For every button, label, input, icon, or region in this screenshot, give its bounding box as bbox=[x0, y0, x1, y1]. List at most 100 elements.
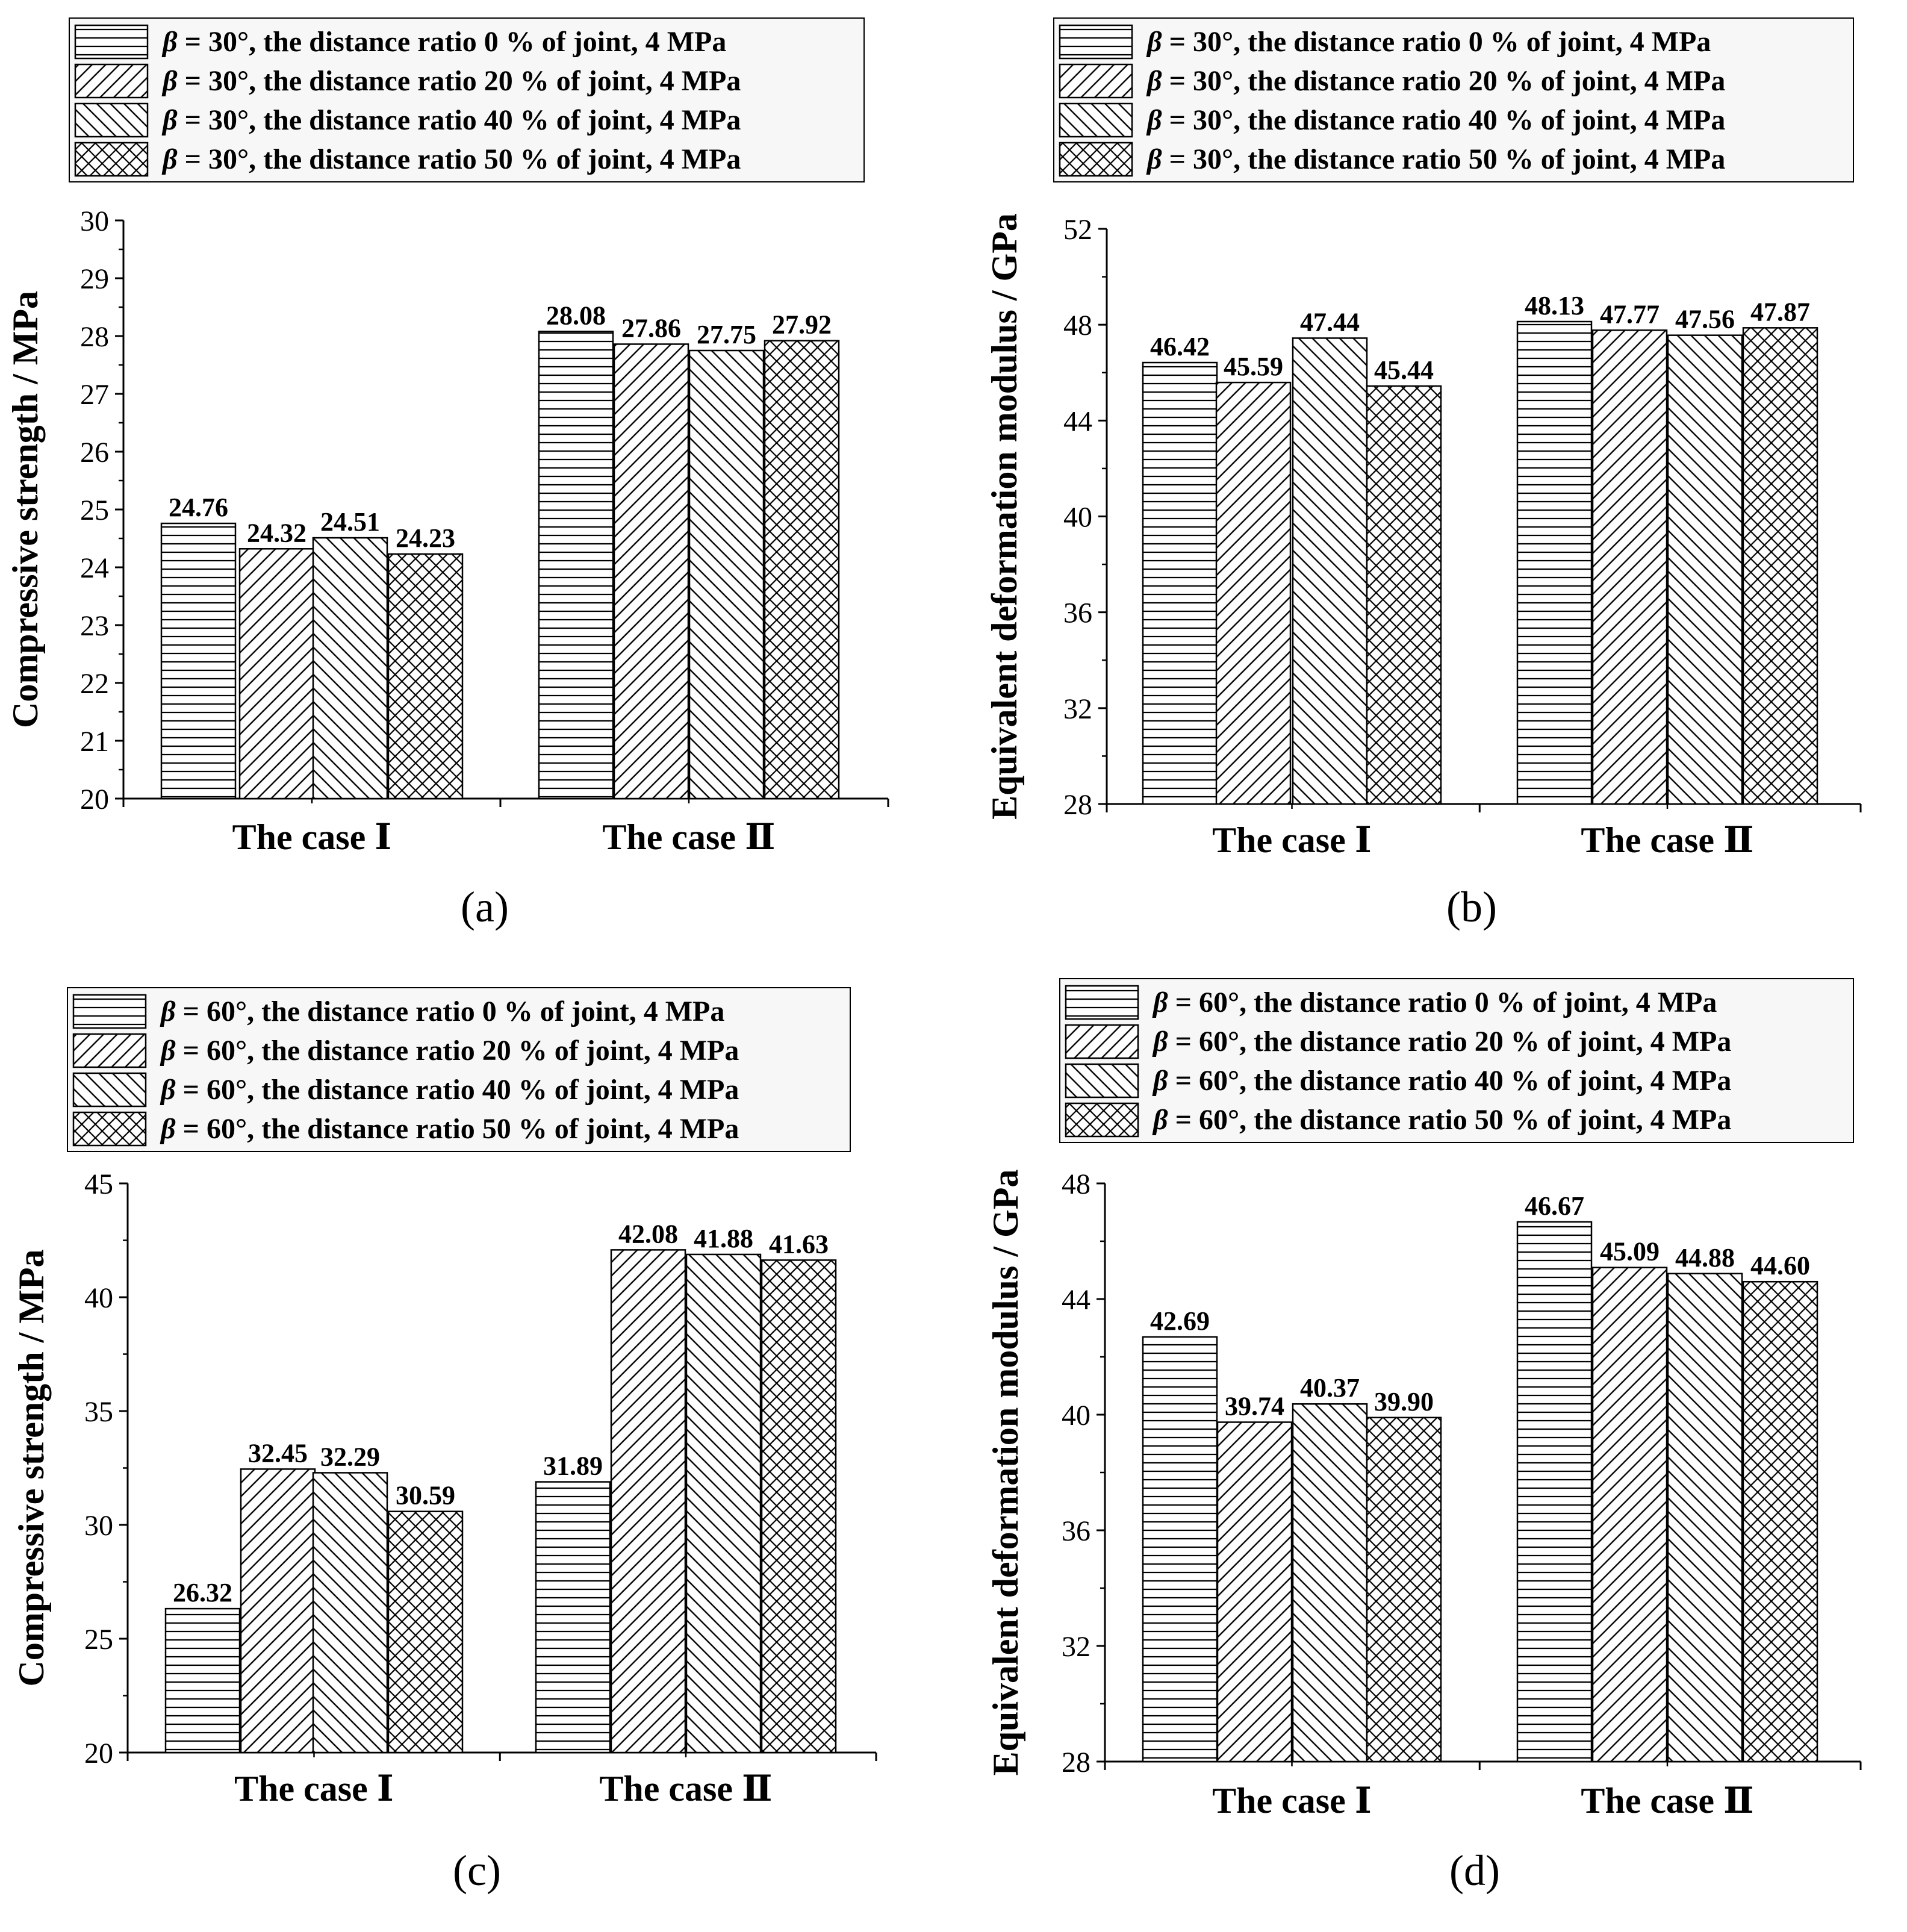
legend-label-1: β = 60°, the distance ratio 0 % of joint… bbox=[1152, 986, 1717, 1018]
bar-series1-cat2 bbox=[535, 1481, 611, 1754]
bar-series2-cat2 bbox=[613, 343, 689, 800]
panel-label: (d) bbox=[1449, 1846, 1500, 1895]
bar-value-label: 44.60 bbox=[1750, 1251, 1810, 1280]
bar-series4-cat2 bbox=[761, 1259, 837, 1754]
y-tick-label: 23 bbox=[80, 610, 109, 642]
bar-value-label: 27.75 bbox=[697, 320, 756, 349]
bar-value-label: 24.32 bbox=[247, 518, 306, 547]
bar-series4-cat1 bbox=[387, 553, 464, 800]
y-tick-label: 32 bbox=[1062, 1631, 1090, 1663]
bar-value-label: 47.77 bbox=[1600, 299, 1660, 329]
legend-swatch-2 bbox=[1059, 63, 1133, 99]
y-tick-label: 40 bbox=[1062, 1400, 1090, 1432]
legend-label-4: β = 60°, the distance ratio 50 % of join… bbox=[1152, 1104, 1731, 1136]
legend-frame bbox=[67, 987, 851, 1152]
axes: 20 25 30 35 40 45 Compressive strength / MPa Th… bbox=[11, 1168, 877, 1809]
y-tick-label: 24 bbox=[80, 552, 109, 584]
bar-series3-cat1 bbox=[312, 1472, 388, 1754]
bar-series3-cat1 bbox=[1292, 337, 1368, 805]
y-tick-label: 30 bbox=[80, 205, 109, 237]
y-tick-label: 44 bbox=[1062, 1284, 1090, 1316]
bars: 42.69 46.67 39.74 45.09 40.37 44.88 39.90 44.60 bbox=[1142, 1191, 1818, 1763]
bar-value-label: 47.56 bbox=[1675, 305, 1735, 334]
bar-series1-cat2 bbox=[1516, 320, 1593, 805]
x-category-label-1: The case Ⅰ bbox=[1212, 1781, 1372, 1821]
bar-series2-cat1 bbox=[1216, 1421, 1293, 1763]
legend-label-3: β = 60°, the distance ratio 40 % of join… bbox=[1152, 1065, 1731, 1097]
legend-swatch-4 bbox=[74, 142, 149, 177]
bar-value-label: 41.63 bbox=[769, 1229, 829, 1259]
y-tick-label: 52 bbox=[1063, 214, 1092, 246]
bar-series4-cat1 bbox=[1366, 385, 1442, 805]
bar-series2-cat2 bbox=[610, 1249, 686, 1754]
legend-label-1: β = 30°, the distance ratio 0 % of joint… bbox=[161, 26, 726, 58]
legend-frame bbox=[1053, 17, 1854, 182]
legend-swatch-3 bbox=[74, 102, 149, 138]
bar-series4-cat1 bbox=[387, 1510, 464, 1754]
panel-a: β = 30°, the distance ratio 0 % of joint… bbox=[5, 17, 889, 931]
bar-series3-cat1 bbox=[1292, 1403, 1368, 1763]
y-tick-label: 36 bbox=[1062, 1515, 1090, 1547]
y-tick-label: 26 bbox=[80, 437, 109, 469]
bar-series1-cat2 bbox=[538, 331, 614, 800]
legend-label-2: β = 30°, the distance ratio 20 % of join… bbox=[161, 65, 741, 97]
bar-value-label: 42.08 bbox=[618, 1219, 678, 1248]
bar-value-label: 24.23 bbox=[396, 523, 455, 553]
legend-label-3: β = 60°, the distance ratio 40 % of join… bbox=[160, 1074, 739, 1106]
y-tick-label: 40 bbox=[84, 1282, 113, 1314]
legend-swatch-3 bbox=[72, 1072, 147, 1108]
x-category-label-2: The case Ⅱ bbox=[602, 817, 775, 857]
bar-value-label: 41.88 bbox=[694, 1224, 753, 1253]
legend-swatch-2 bbox=[74, 63, 149, 99]
x-category-label-2: The case Ⅱ bbox=[1581, 1781, 1753, 1821]
legend: β = 30°, the distance ratio 0 % of joint… bbox=[69, 17, 865, 182]
bar-series2-cat1 bbox=[1215, 381, 1292, 805]
bar-value-label: 39.90 bbox=[1374, 1387, 1434, 1416]
x-category-label-2: The case Ⅱ bbox=[599, 1769, 772, 1809]
bar-value-label: 47.44 bbox=[1300, 307, 1360, 337]
bar-series4-cat1 bbox=[1366, 1416, 1442, 1763]
bar-series3-cat2 bbox=[685, 1253, 762, 1754]
bar-series1-cat1 bbox=[1142, 361, 1218, 805]
bar-series2-cat1 bbox=[238, 548, 315, 800]
legend-swatch-1 bbox=[1065, 985, 1139, 1020]
bars: 24.76 28.08 24.32 27.86 24.51 27.75 24.23 27.92 bbox=[160, 301, 840, 800]
bar-value-label: 46.42 bbox=[1150, 332, 1210, 361]
bar-series3-cat1 bbox=[312, 537, 388, 800]
y-tick-label: 45 bbox=[84, 1168, 113, 1200]
bar-value-label: 46.67 bbox=[1525, 1191, 1584, 1221]
bar-value-label: 24.51 bbox=[320, 507, 380, 537]
bar-value-label: 32.45 bbox=[248, 1438, 308, 1468]
panel-b: β = 30°, the distance ratio 0 % of joint… bbox=[985, 17, 1862, 931]
legend: β = 60°, the distance ratio 0 % of joint… bbox=[1059, 978, 1854, 1143]
x-category-label-1: The case Ⅰ bbox=[234, 1769, 394, 1809]
bar-series2-cat1 bbox=[240, 1468, 316, 1754]
bar-value-label: 44.88 bbox=[1675, 1243, 1735, 1273]
bar-value-label: 40.37 bbox=[1300, 1373, 1360, 1403]
bars: 26.32 31.89 32.45 42.08 32.29 41.88 30.59 41.63 bbox=[164, 1219, 837, 1754]
legend-label-1: β = 30°, the distance ratio 0 % of joint… bbox=[1146, 26, 1711, 58]
legend-label-4: β = 60°, the distance ratio 50 % of join… bbox=[160, 1113, 739, 1145]
y-tick-label: 29 bbox=[80, 263, 109, 295]
legend-swatch-4 bbox=[72, 1111, 147, 1147]
legend-frame bbox=[1059, 978, 1854, 1143]
axes: 28 32 36 40 44 48 Equivalent deformation modul… bbox=[986, 1168, 1862, 1821]
bar-series3-cat2 bbox=[688, 349, 765, 800]
x-category-label-1: The case Ⅰ bbox=[232, 817, 392, 857]
panel-label: (a) bbox=[461, 883, 509, 931]
legend-swatch-1 bbox=[1059, 24, 1133, 60]
y-tick-label: 20 bbox=[80, 784, 109, 815]
bar-series1-cat2 bbox=[1516, 1221, 1593, 1763]
y-tick-label: 21 bbox=[80, 726, 109, 758]
bar-value-label: 28.08 bbox=[546, 301, 606, 330]
y-tick-label: 25 bbox=[84, 1624, 113, 1656]
y-tick-label: 28 bbox=[1063, 789, 1092, 821]
y-tick-label: 20 bbox=[84, 1737, 113, 1769]
bar-value-label: 45.59 bbox=[1224, 352, 1283, 381]
bar-series2-cat2 bbox=[1591, 329, 1668, 805]
y-tick-label: 48 bbox=[1063, 310, 1092, 341]
bar-series1-cat1 bbox=[1142, 1336, 1218, 1763]
axes: 28 32 36 40 44 48 52 Equivalent deformation mod… bbox=[985, 213, 1862, 860]
bar-value-label: 32.29 bbox=[320, 1442, 380, 1471]
bar-series3-cat2 bbox=[1667, 1273, 1743, 1763]
